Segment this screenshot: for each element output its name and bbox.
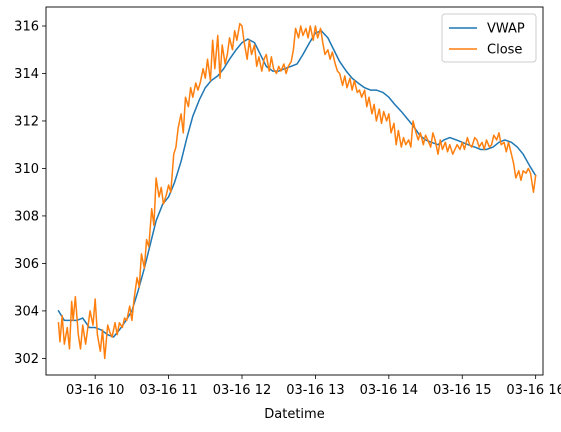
y-tick-label: 312 (14, 114, 39, 129)
y-tick-label: 316 (14, 19, 39, 34)
legend-label-close: Close (487, 43, 522, 58)
y-tick-label: 304 (14, 304, 39, 319)
y-tick-label: 308 (14, 209, 39, 224)
legend: VWAP Close (442, 14, 536, 62)
x-tick-label: 03-16 16 (506, 383, 561, 398)
y-tick-label: 310 (14, 162, 39, 177)
x-tick-label: 03-16 10 (66, 383, 124, 398)
x-tick-label: 03-16 12 (213, 383, 271, 398)
x-tick-label: 03-16 13 (286, 383, 344, 398)
legend-label-vwap: VWAP (487, 22, 525, 37)
x-tick-label: 03-16 15 (433, 383, 491, 398)
x-tick-label: 03-16 14 (360, 383, 418, 398)
x-tick-label: 03-16 11 (139, 383, 197, 398)
y-tick-label: 314 (14, 67, 39, 82)
x-axis-label: Datetime (264, 407, 324, 422)
y-tick-label: 302 (14, 352, 39, 367)
y-tick-label: 306 (14, 257, 39, 272)
